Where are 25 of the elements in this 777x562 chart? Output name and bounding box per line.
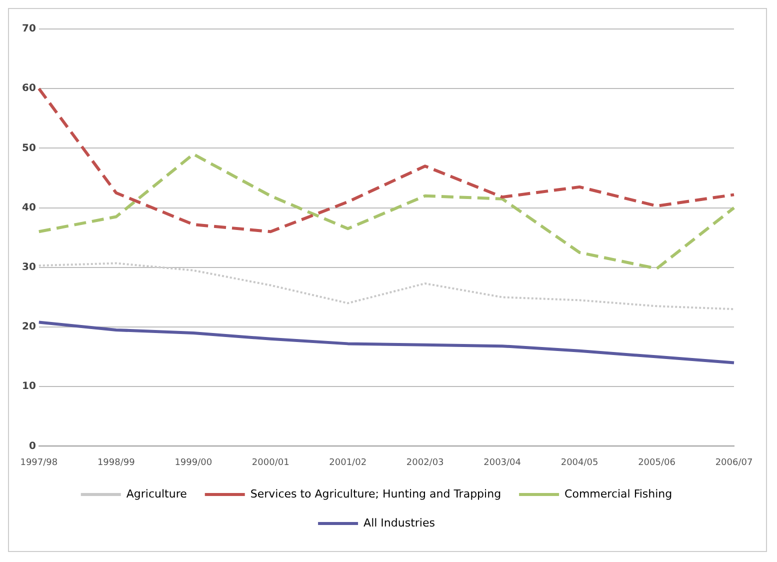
legend-label: Services to Agriculture; Hunting and Trapping [250,487,502,500]
y-tick-label: 60 [22,83,36,94]
y-tick-label: 0 [28,440,36,452]
y-tick-label: 40 [22,202,36,214]
y-tick-label: 20 [22,322,36,333]
line-series [38,262,735,310]
y-tick-label: 50 [22,142,36,154]
y-tick-label: 10 [22,381,36,392]
x-tick-label: 2004/05 [560,458,598,468]
x-tick-label: 2003/04 [484,458,522,468]
line-series [37,87,736,234]
line-series [37,152,736,270]
x-tick-label: 1999/00 [174,458,212,468]
x-tick-label: 1998/99 [97,458,136,468]
legend-label: All Industries [364,516,436,530]
y-tick-label: 30 [22,262,36,273]
x-tick-label: 1997/98 [20,458,58,468]
x-tick-label: 2000/01 [252,458,290,468]
x-tick-label: 2001/02 [329,458,367,468]
legend-label: Agriculture [126,487,188,500]
legend-label: Commercial Fishing [564,487,672,500]
y-tick-label: 70 [22,24,36,35]
x-tick-label: 2002/03 [406,458,444,468]
x-tick-label: 2006/07 [715,458,753,468]
x-tick-label: 2005/06 [638,458,676,468]
